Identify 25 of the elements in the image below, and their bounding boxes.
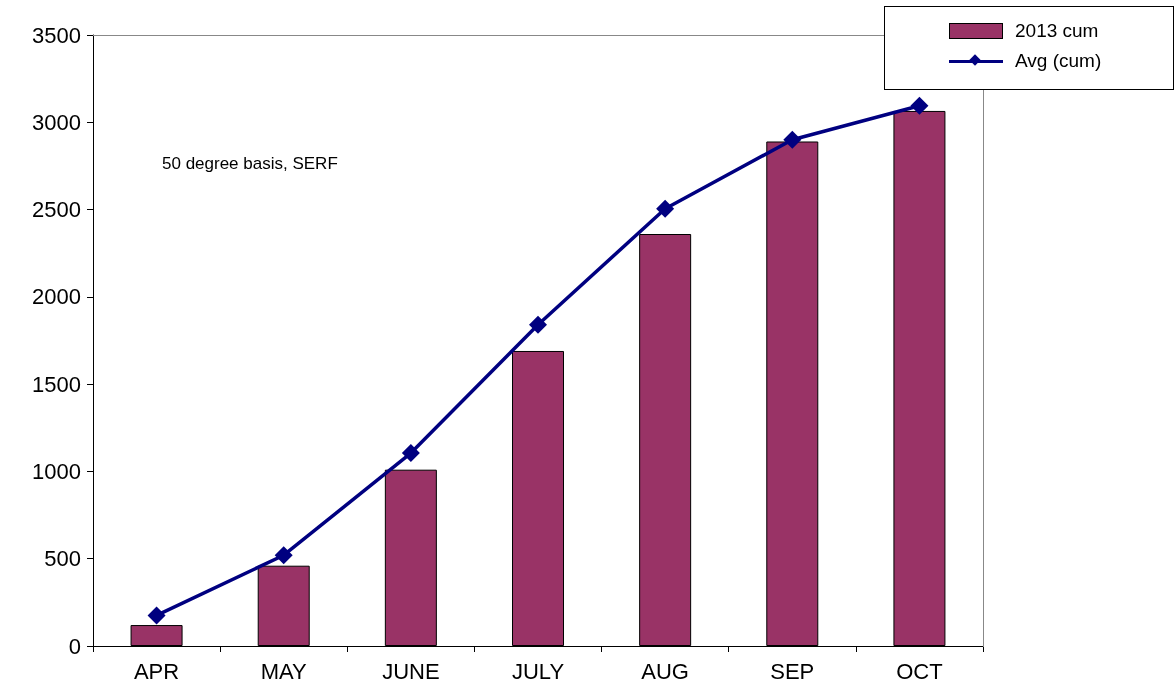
- legend-label: Avg (cum): [1015, 50, 1102, 72]
- y-tick-label: 0: [68, 633, 81, 659]
- x-tick-label: APR: [133, 658, 180, 684]
- y-tick-label: 500: [44, 546, 81, 572]
- y-tick-label: 3500: [32, 22, 81, 48]
- point: [274, 546, 293, 565]
- point: [656, 199, 675, 218]
- y-tick-label: 1000: [32, 458, 81, 484]
- y-tick-label: 3000: [32, 109, 81, 135]
- y-tick-label: 2500: [32, 197, 81, 223]
- y-tick-label: 1500: [32, 371, 81, 397]
- x-tick-label: JUNE: [382, 658, 440, 684]
- point: [529, 315, 547, 334]
- y-tick-label: 2000: [32, 284, 81, 310]
- point: [783, 130, 802, 149]
- x-tick-label: MAY: [260, 658, 308, 684]
- x-tick-label: AUG: [641, 658, 689, 684]
- x-tick-label: OCT: [896, 658, 943, 684]
- x-tick-label: JULY: [511, 658, 565, 684]
- x-tick-label: SEP: [770, 658, 815, 684]
- point: [147, 606, 166, 625]
- point: [401, 444, 420, 463]
- legend-label: 2013 cum: [1015, 20, 1099, 42]
- annotation: 50 degree basis, SERF: [162, 154, 338, 173]
- point: [910, 96, 929, 115]
